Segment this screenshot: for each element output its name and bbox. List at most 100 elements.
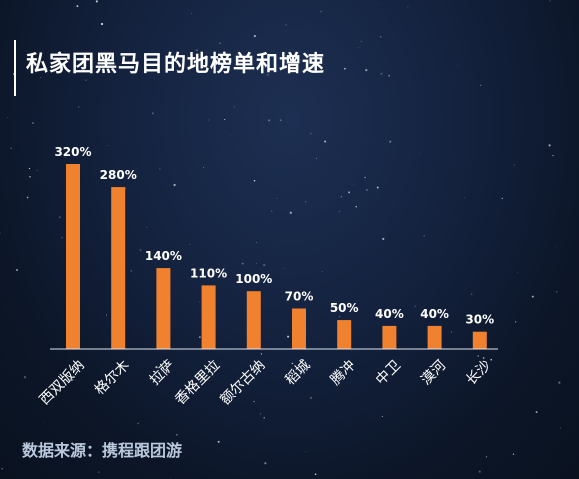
category-label-3: 香格里拉 [172,357,223,408]
star [203,167,204,169]
bar-4 [246,291,261,349]
data-label-2: 140% [145,249,182,263]
star [95,0,98,3]
star [549,0,551,2]
star [348,191,351,194]
star [490,358,493,361]
bar-8 [427,325,442,349]
star [291,362,294,365]
star [287,335,290,338]
star [419,152,421,154]
star [285,24,287,26]
star [485,456,488,458]
star [29,176,31,178]
star [46,68,48,70]
star [556,291,558,293]
star [548,144,551,147]
star [217,440,220,443]
star [100,22,104,26]
bar-6 [337,320,352,349]
star [97,380,100,383]
data-label-9: 30% [465,313,494,327]
star [268,119,271,122]
star [28,167,31,170]
star [512,453,515,455]
star [0,232,1,235]
star [1,467,4,470]
category-label-0: 西双版纳 [37,357,88,408]
star [376,186,379,189]
star [71,378,74,382]
data-label-0: 320% [54,145,91,159]
star [44,421,46,423]
data-label-5: 70% [285,290,314,304]
star [155,366,158,369]
star [358,47,360,48]
star [480,84,482,87]
category-label-7: 中卫 [373,357,404,388]
data-label-3: 110% [190,266,227,280]
category-label-9: 长沙 [463,357,494,388]
star [260,353,262,355]
star [513,164,515,166]
star [414,305,416,307]
star [365,188,368,191]
star [137,422,139,425]
star [343,67,346,70]
data-label-4: 100% [235,272,272,286]
star [280,119,282,121]
star [555,246,556,247]
star [324,140,327,143]
star [316,157,318,159]
star [320,10,322,13]
star [515,321,517,323]
star [380,72,383,75]
star [256,262,257,264]
star [199,336,201,338]
data-label-8: 40% [420,307,449,321]
bar-3 [201,285,216,349]
star [61,237,63,239]
star [173,183,176,187]
star [256,242,257,243]
star [208,119,210,121]
star [263,416,266,419]
star [264,462,267,465]
star [138,453,140,455]
star [470,293,473,295]
star [310,132,312,135]
star [77,106,80,108]
star [199,301,201,303]
star [253,179,256,182]
star [340,196,342,198]
star [76,5,79,8]
star [407,6,409,8]
bar-7 [382,325,397,349]
data-source-note: 数据来源：携程跟团游 [22,441,183,460]
star [259,413,262,415]
star [271,210,273,212]
star [314,473,317,476]
star [40,76,42,78]
star [219,42,221,45]
star [276,198,278,199]
bar-1 [111,187,126,349]
star [64,156,66,158]
star [558,381,561,384]
star [517,271,519,273]
bar-2 [156,268,171,349]
star [32,122,34,124]
star [85,79,87,81]
star [378,3,380,5]
star [338,210,340,212]
star [531,295,534,298]
star [151,112,154,115]
star [263,263,266,267]
star [191,12,192,14]
star [305,451,307,453]
star [253,400,255,403]
star [501,197,503,200]
star [233,106,236,108]
